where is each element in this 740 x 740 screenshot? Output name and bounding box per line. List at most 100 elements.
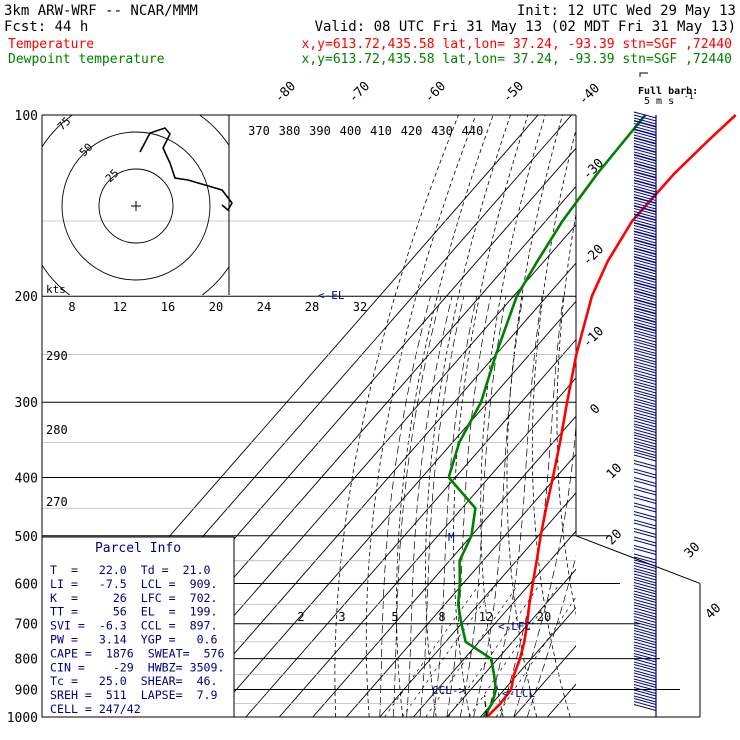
wind-barb [633, 120, 657, 136]
wind-barb [633, 502, 657, 513]
hodograph-speed-label: 20 [209, 300, 223, 314]
wind-barb [633, 485, 657, 496]
pressure-label: 400 [15, 471, 38, 486]
valid-time: Valid: 08 UTC Fri 31 May 13 (02 MDT Fri … [315, 19, 736, 35]
parcel-info-row: T = 22.0 Td = 21.0 [50, 563, 211, 577]
theta-label: 390 [309, 124, 331, 138]
wind-barb [633, 638, 657, 652]
wind-barb [633, 587, 657, 601]
parcel-info-row: SREH = 511 LAPSE= 7.9 [50, 688, 218, 702]
wind-barb [633, 154, 657, 170]
wind-barb [633, 383, 657, 397]
theta-label: 420 [401, 124, 423, 138]
isotherm-label: -50 [500, 79, 527, 106]
dry-adiabat [711, 115, 740, 717]
wind-barb [633, 205, 657, 221]
mixing-ratio-label: 8 [438, 610, 445, 624]
isotherm [312, 415, 576, 717]
parcel-info-box [41, 536, 235, 718]
theta-label: 400 [340, 124, 362, 138]
hodograph-ring [98, 168, 174, 244]
wind-barb [633, 298, 657, 315]
theta-side-label: 290 [46, 349, 68, 363]
wind-barb [633, 247, 657, 264]
hodograph-speed-label: 32 [353, 300, 367, 314]
dry-adiabat [691, 115, 740, 717]
isotherm-label: -20 [580, 242, 607, 269]
legend-temperature-info: x,y=613.72,435.58 lat,lon= 37.24, -93.39… [302, 37, 732, 52]
wind-barb [633, 332, 657, 346]
hodograph-kts-label: kts [46, 283, 66, 296]
pressure-label: 500 [15, 530, 38, 545]
ccl-marker: CCL-> [432, 684, 465, 697]
wind-barb [633, 613, 657, 626]
parcel-path [484, 695, 488, 718]
wind-barb [633, 528, 657, 538]
parcel-info-row: LI = -7.5 LCL = 909. [50, 577, 218, 591]
wind-barb [633, 349, 657, 363]
isotherm-label: 0 [587, 401, 603, 417]
theta-label: 380 [279, 124, 301, 138]
pressure-label: 300 [15, 396, 38, 411]
mixing-ratio-line [495, 596, 576, 717]
wind-barb [633, 145, 657, 162]
barb-key-value: 5 m s [644, 96, 674, 107]
legend-temperature-name: Temperature [8, 37, 94, 52]
theta-side-label: 280 [46, 423, 68, 437]
isotherm-label: 20 [604, 527, 626, 549]
wind-barb [633, 230, 657, 247]
wind-barb [633, 111, 657, 128]
wind-barb [633, 400, 657, 414]
parcel-info-row: SVI = -6.3 CCL = 897. [50, 619, 218, 633]
isotherm-label: -70 [346, 79, 373, 106]
wind-barb [633, 689, 657, 703]
parcel-info-title: Parcel Info [95, 541, 181, 556]
hodograph-ring-label: 25 [103, 167, 122, 186]
barb-key-title: Full barb: [638, 86, 698, 97]
isotherm [479, 606, 576, 717]
dry-adiabat [670, 115, 740, 717]
wind-barb [633, 460, 657, 470]
wind-barb [633, 179, 657, 196]
sounding-profiles [447, 114, 737, 718]
wind-barb [633, 358, 657, 371]
wind-barb [633, 290, 657, 306]
wind-barb [633, 137, 657, 153]
wind-barb [633, 392, 657, 405]
pressure-label: 1000 [7, 711, 38, 726]
wind-barb [633, 664, 657, 677]
wind-barb [633, 494, 657, 504]
dry-adiabat [627, 115, 705, 717]
isotherm [245, 338, 576, 717]
wind-barb [633, 188, 657, 204]
isotherm [379, 492, 576, 717]
hodograph-trace [139, 127, 233, 212]
theta-label: 410 [370, 124, 392, 138]
pressure-label: 600 [15, 577, 38, 592]
dry-adiabat [649, 115, 738, 717]
isotherm-label: -40 [576, 81, 603, 108]
wind-barb [633, 570, 657, 584]
pressure-label: 700 [15, 618, 38, 633]
lfc-marker: <-LFC [498, 620, 531, 633]
mixing-ratio-label: 20 [537, 610, 551, 624]
wind-barb [633, 171, 657, 187]
wind-barb [633, 222, 657, 238]
wind-barb [633, 621, 657, 635]
isotherm [211, 300, 576, 717]
el-marker: <-EL [318, 289, 345, 302]
wind-barb [633, 545, 657, 555]
pressure-label: 800 [15, 653, 38, 668]
wind-barb [633, 596, 657, 609]
parcel-info-row: TT = 56 EL = 199. [50, 605, 218, 619]
hodograph-ring [61, 131, 211, 281]
wind-barb [633, 579, 657, 592]
isotherm [278, 377, 576, 717]
legend-dewpoint-name: Dewpoint temperature [8, 52, 165, 67]
hodograph-ring-label: 50 [77, 141, 96, 160]
lcl-marker: <-LCL [502, 687, 535, 700]
frame-edge [575, 535, 701, 584]
wind-barb [633, 655, 657, 669]
wind-barb [633, 519, 657, 530]
